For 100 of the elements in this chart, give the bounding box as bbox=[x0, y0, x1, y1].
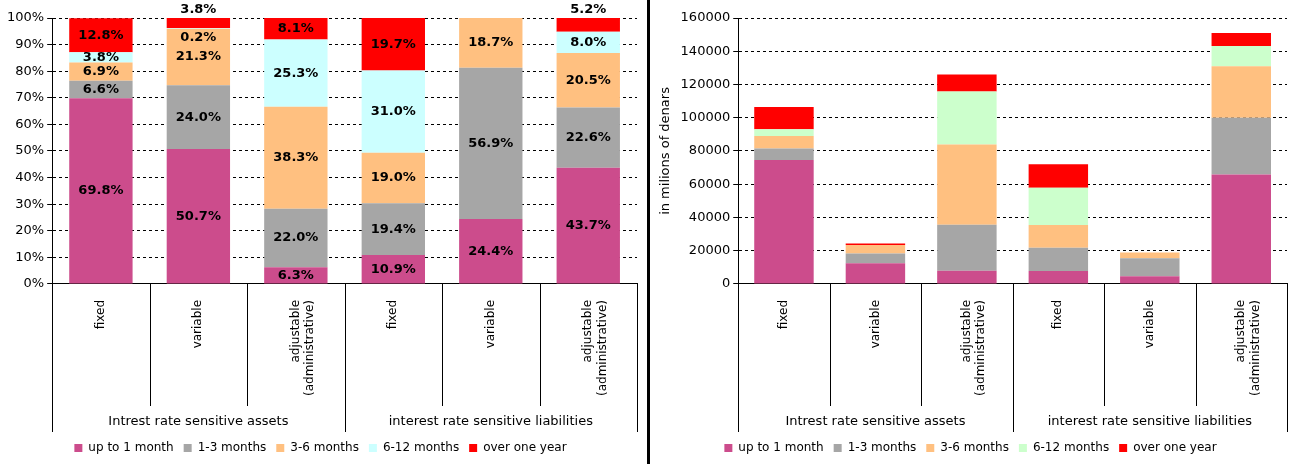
data-label: 6.6% bbox=[82, 80, 119, 96]
data-label: 5.2% bbox=[570, 1, 607, 17]
bar bbox=[937, 74, 997, 92]
y-axis-title: in milions of denars bbox=[657, 86, 673, 215]
bar bbox=[166, 28, 231, 86]
y-tick-label: 80% bbox=[15, 62, 45, 78]
x-tick-label: variable bbox=[867, 299, 882, 349]
bar bbox=[556, 53, 620, 108]
bar bbox=[361, 152, 425, 204]
data-label: 8.0% bbox=[570, 33, 607, 49]
data-label: 43.7% bbox=[565, 216, 611, 232]
bar bbox=[754, 129, 814, 137]
bar bbox=[1028, 224, 1089, 248]
y-tick-label: 160000 bbox=[680, 9, 731, 25]
y-tick-label: 50% bbox=[15, 142, 45, 158]
bar bbox=[1211, 32, 1271, 47]
data-label: 12.8% bbox=[78, 26, 124, 42]
y-tick-label: 30% bbox=[15, 195, 45, 211]
bar bbox=[1120, 258, 1180, 277]
legend-label: 1-3 months bbox=[197, 440, 267, 455]
y-tick-label: 10% bbox=[15, 248, 45, 264]
bar bbox=[937, 270, 997, 284]
data-label: 8.1% bbox=[277, 20, 314, 36]
data-label: 22.0% bbox=[273, 229, 319, 245]
y-tick-label: 100% bbox=[6, 9, 45, 25]
y-tick-label: 90% bbox=[15, 35, 45, 51]
x-tick-label: variable bbox=[1141, 299, 1156, 349]
data-label: 19.4% bbox=[370, 220, 416, 236]
bar bbox=[937, 144, 997, 225]
bar bbox=[361, 18, 425, 71]
text: interest rate sensitive liabilities bbox=[1047, 413, 1253, 429]
legend-label: up to 1 month bbox=[738, 440, 824, 455]
bar bbox=[264, 106, 328, 209]
data-label: 19.0% bbox=[370, 169, 416, 185]
data-label: 50.7% bbox=[175, 207, 221, 223]
data-label: 56.9% bbox=[468, 134, 514, 150]
data-label: 3.8% bbox=[180, 1, 217, 17]
bar bbox=[361, 70, 425, 153]
data-label: 24.4% bbox=[468, 242, 514, 258]
text: Intrest rate sensitive assets bbox=[108, 413, 289, 429]
legend-label: over one year bbox=[1133, 440, 1217, 455]
legend-label: 6-12 months bbox=[1032, 440, 1110, 455]
y-tick-label: 60% bbox=[15, 115, 45, 131]
y-tick-label: 0% bbox=[23, 275, 45, 291]
legend-label: 3-6 months bbox=[290, 440, 359, 455]
bar bbox=[556, 18, 620, 32]
x-tick-label: adjustable (administrative) bbox=[1233, 299, 1262, 397]
x-tick-label: adjustable (administrative) bbox=[287, 299, 317, 397]
bar bbox=[1211, 117, 1271, 175]
bar bbox=[1028, 270, 1089, 284]
legend-label: 1-3 months bbox=[847, 440, 917, 455]
y-tick-label: 40000 bbox=[688, 208, 731, 224]
bar bbox=[937, 224, 997, 271]
data-label: 6.3% bbox=[277, 266, 314, 282]
bar bbox=[69, 98, 133, 284]
legend-label: 3-6 months bbox=[940, 440, 1009, 455]
text: interest rate sensitive liabilities bbox=[388, 413, 594, 429]
bar bbox=[556, 107, 620, 168]
y-tick-label: 20000 bbox=[688, 242, 731, 258]
data-label: 38.3% bbox=[273, 149, 319, 165]
bar bbox=[264, 208, 328, 268]
x-tick-label: fixed bbox=[776, 299, 791, 330]
bar bbox=[1211, 174, 1271, 284]
bar bbox=[361, 203, 425, 255]
y-tick-label: 40% bbox=[15, 168, 45, 184]
legend-label: 6-12 months bbox=[382, 440, 460, 455]
bar bbox=[459, 219, 523, 284]
data-label: 31.0% bbox=[370, 102, 416, 118]
bar bbox=[754, 160, 814, 284]
data-label: 0.2% bbox=[180, 29, 217, 45]
bar bbox=[1211, 66, 1271, 118]
x-tick-label: fixed bbox=[385, 299, 400, 330]
data-label: 6.9% bbox=[82, 62, 119, 78]
y-tick-label: 100000 bbox=[680, 109, 731, 125]
x-tick-label: adjustable (administrative) bbox=[959, 299, 988, 397]
data-label: 21.3% bbox=[175, 48, 221, 64]
bar bbox=[459, 67, 523, 220]
bar bbox=[845, 244, 906, 254]
bar bbox=[754, 136, 814, 149]
legend-label: up to 1 month bbox=[88, 440, 174, 455]
legend-label: over one year bbox=[483, 440, 567, 455]
y-tick-label: 0 bbox=[721, 275, 731, 291]
data-label: 69.8% bbox=[78, 182, 124, 198]
bar bbox=[459, 18, 523, 68]
data-label: 10.9% bbox=[370, 260, 416, 276]
x-tick-label: variable bbox=[190, 299, 205, 349]
data-label: 25.3% bbox=[273, 64, 319, 80]
x-tick-label: fixed bbox=[1050, 299, 1065, 330]
y-tick-label: 70% bbox=[15, 89, 45, 105]
bar bbox=[1028, 164, 1089, 188]
y-tick-label: 120000 bbox=[680, 75, 731, 91]
bar bbox=[1211, 46, 1271, 67]
data-label: 19.7% bbox=[370, 35, 416, 51]
y-tick-label: 80000 bbox=[688, 142, 731, 158]
bar bbox=[556, 167, 620, 284]
data-label: 18.7% bbox=[468, 34, 514, 50]
bar bbox=[1028, 247, 1089, 271]
x-tick-label: fixed bbox=[93, 299, 108, 330]
bar bbox=[1028, 187, 1089, 225]
y-tick-label: 60000 bbox=[688, 175, 731, 191]
